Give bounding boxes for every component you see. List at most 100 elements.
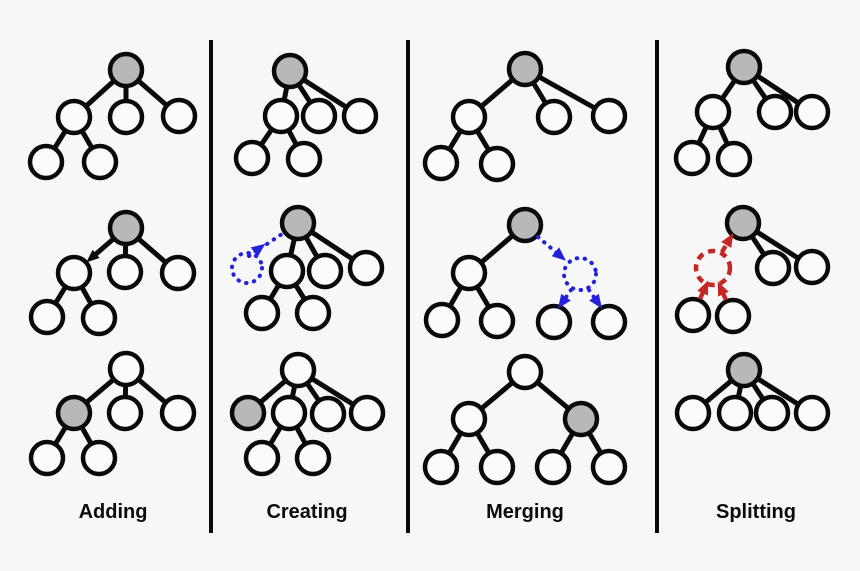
tree-node [674,296,712,334]
ghost-arrow-blue [587,288,603,309]
tree-node-highlighted [55,394,93,432]
tree-node [793,394,831,432]
tree-node [279,351,317,389]
tree-node [341,97,379,135]
tree-creating-top [233,52,379,178]
tree-node-highlighted [107,51,145,89]
ghost-arrow-blue [265,230,287,246]
tree-node [106,394,144,432]
tree-node [753,394,791,432]
tree-node [422,448,460,486]
tree-node [590,303,628,341]
ghost-arrow-blue [536,235,567,261]
tree-node [243,439,281,477]
tree-node [270,394,308,432]
tree-node [714,297,752,335]
tree-node [674,394,712,432]
tree-node [478,448,516,486]
tree-node [309,395,347,433]
tree-splitting-bottom [674,351,831,432]
tree-node [160,97,198,135]
ghost-arrow-blue [557,288,573,309]
tree-node [243,294,281,332]
tree-node [756,93,794,131]
ghost-arrow-red [697,280,709,300]
column-label-adding: Adding [79,501,148,523]
tree-node [347,249,385,287]
tree-node [535,303,573,341]
tree-node [715,140,753,178]
column-label-merging: Merging [486,501,564,523]
tree-node [27,143,65,181]
tree-node [159,394,197,432]
tree-node [262,97,300,135]
tree-node [55,98,93,136]
tree-node-highlighted [725,48,763,86]
tree-node [506,353,544,391]
tree-node [294,294,332,332]
tree-adding-top [27,51,198,181]
tree-node [28,298,66,336]
tree-node [478,302,516,340]
tree-node [107,98,145,136]
ghost-node-red [693,248,733,288]
tree-creating-middle [243,204,385,332]
tree-node-highlighted [725,351,763,389]
tree-node [673,139,711,177]
ghost-node-blue [562,256,598,292]
column-label-creating: Creating [266,501,347,523]
tree-node [80,439,118,477]
tree-creating-bottom [229,351,386,477]
tree-node [590,448,628,486]
ghost-arrow-red [720,232,734,254]
tree-node [423,301,461,339]
ghost-arrow-blue [247,243,266,258]
tree-node [754,249,792,287]
tree-node [793,93,831,131]
tree-node [694,93,732,131]
tree-node [535,98,573,136]
tree-merging-top [422,50,628,183]
tree-node [793,248,831,286]
tree-node [285,140,323,178]
tree-node [106,253,144,291]
column-label-splitting: Splitting [716,501,796,523]
tree-node [716,394,754,432]
tree-node [450,400,488,438]
tree-node-highlighted [229,394,267,432]
ghost-arrow-red [717,281,729,301]
tree-node-highlighted [506,206,544,244]
tree-node [450,254,488,292]
tree-node [534,448,572,486]
tree-node [107,350,145,388]
tree-node-highlighted [562,400,600,438]
tree-node [348,394,386,432]
tree-node-highlighted [724,204,762,242]
tree-adding-middle [28,209,197,337]
column-labels: Adding Creating Merging Splitting [79,501,796,523]
tree-node [55,254,93,292]
tree-splitting-top [673,48,831,178]
tree-node [268,252,306,290]
tree-node-highlighted [279,204,317,242]
tree-node-highlighted [271,52,309,90]
tree-splitting-middle [674,204,831,335]
tree-adding-bottom [28,350,197,477]
tree-merging-middle [423,206,628,341]
tree-node [450,98,488,136]
tree-node [28,439,66,477]
tree-node [294,439,332,477]
ghost-node-blue [230,251,264,285]
tree-node [80,299,118,337]
tree-node-highlighted [506,50,544,88]
tree-node [590,97,628,135]
diagram-render-root [27,40,831,533]
tree-node [159,254,197,292]
tree-node [81,143,119,181]
tree-node [478,145,516,183]
tree-node [306,252,344,290]
tree-merging-bottom [422,353,628,486]
tree-node [422,144,460,182]
tree-node [300,97,338,135]
